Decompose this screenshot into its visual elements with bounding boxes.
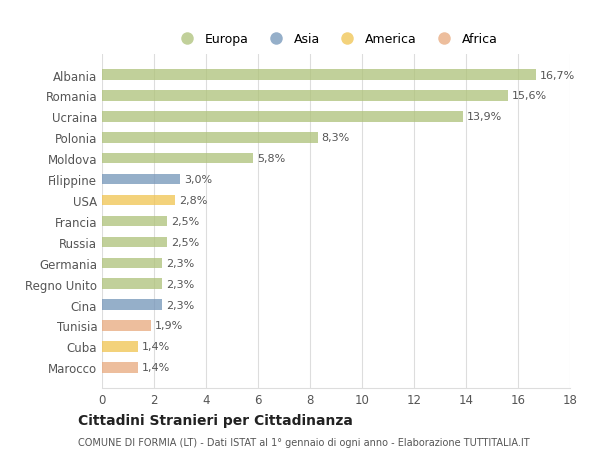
Text: 2,3%: 2,3%	[166, 279, 194, 289]
Bar	[102, 70, 536, 81]
Text: COMUNE DI FORMIA (LT) - Dati ISTAT al 1° gennaio di ogni anno - Elaborazione TUT: COMUNE DI FORMIA (LT) - Dati ISTAT al 1°…	[78, 437, 530, 447]
Bar	[102, 341, 139, 352]
Text: 8,3%: 8,3%	[322, 133, 350, 143]
Text: 2,5%: 2,5%	[171, 237, 199, 247]
Text: 3,0%: 3,0%	[184, 175, 212, 185]
Bar	[102, 91, 508, 101]
Bar	[102, 216, 167, 227]
Bar	[102, 258, 162, 269]
Text: 16,7%: 16,7%	[540, 70, 575, 80]
Bar	[102, 196, 175, 206]
Text: 15,6%: 15,6%	[511, 91, 547, 101]
Text: Cittadini Stranieri per Cittadinanza: Cittadini Stranieri per Cittadinanza	[78, 414, 353, 428]
Bar	[102, 300, 162, 310]
Text: 2,8%: 2,8%	[179, 196, 207, 206]
Legend: Europa, Asia, America, Africa: Europa, Asia, America, Africa	[170, 28, 502, 51]
Bar	[102, 320, 151, 331]
Text: 2,3%: 2,3%	[166, 300, 194, 310]
Bar	[102, 154, 253, 164]
Bar	[102, 174, 180, 185]
Text: 2,5%: 2,5%	[171, 217, 199, 226]
Bar	[102, 237, 167, 247]
Text: 1,4%: 1,4%	[142, 363, 170, 373]
Text: 1,9%: 1,9%	[155, 321, 184, 331]
Text: 13,9%: 13,9%	[467, 112, 503, 122]
Text: 1,4%: 1,4%	[142, 341, 170, 352]
Text: 5,8%: 5,8%	[257, 154, 285, 164]
Bar	[102, 362, 139, 373]
Bar	[102, 112, 463, 123]
Bar	[102, 279, 162, 289]
Bar	[102, 133, 318, 143]
Text: 2,3%: 2,3%	[166, 258, 194, 268]
